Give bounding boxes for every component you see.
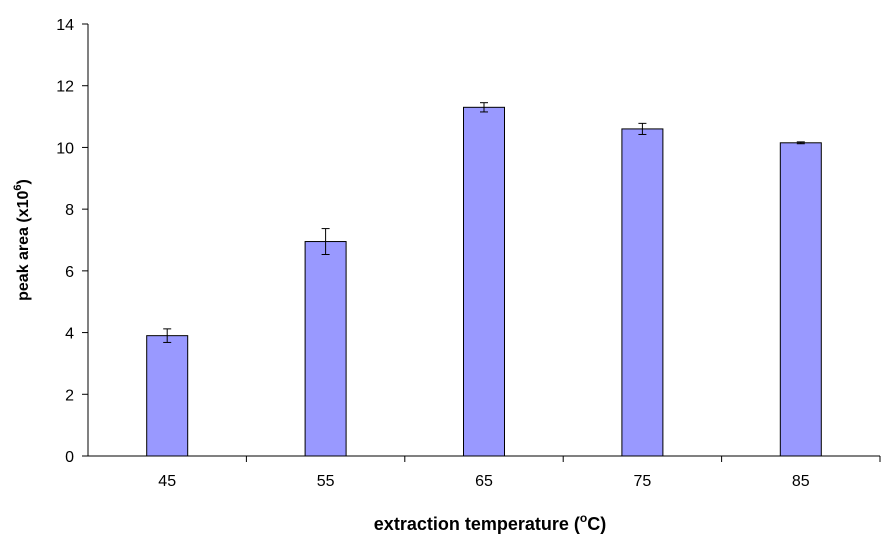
y-tick-label: 2 <box>65 387 74 404</box>
bar <box>621 128 664 457</box>
error-bar <box>638 122 647 135</box>
error-bar <box>321 228 330 256</box>
x-tick-label: 55 <box>317 473 335 490</box>
error-bar <box>163 328 172 343</box>
y-tick-label: 4 <box>65 326 74 343</box>
y-tick-label: 14 <box>56 17 74 34</box>
y-tick-label: 12 <box>56 79 74 96</box>
bar <box>779 142 822 457</box>
y-axis-label: peak area (x106) <box>12 179 32 301</box>
error-bar <box>480 102 488 113</box>
x-tick-label: 65 <box>475 473 493 490</box>
y-tick-label: 0 <box>65 449 74 466</box>
bar <box>304 241 347 457</box>
bar <box>146 335 189 457</box>
y-tick-label: 10 <box>56 140 74 157</box>
x-axis-label: extraction temperature (oC) <box>374 511 606 534</box>
x-tick-label: 75 <box>634 473 652 490</box>
y-tick-label: 6 <box>65 264 74 281</box>
x-tick-label: 85 <box>792 473 810 490</box>
y-tick-label: 8 <box>65 202 74 219</box>
x-tick-label: 45 <box>158 473 176 490</box>
error-bar <box>796 141 805 145</box>
bar <box>463 106 505 457</box>
